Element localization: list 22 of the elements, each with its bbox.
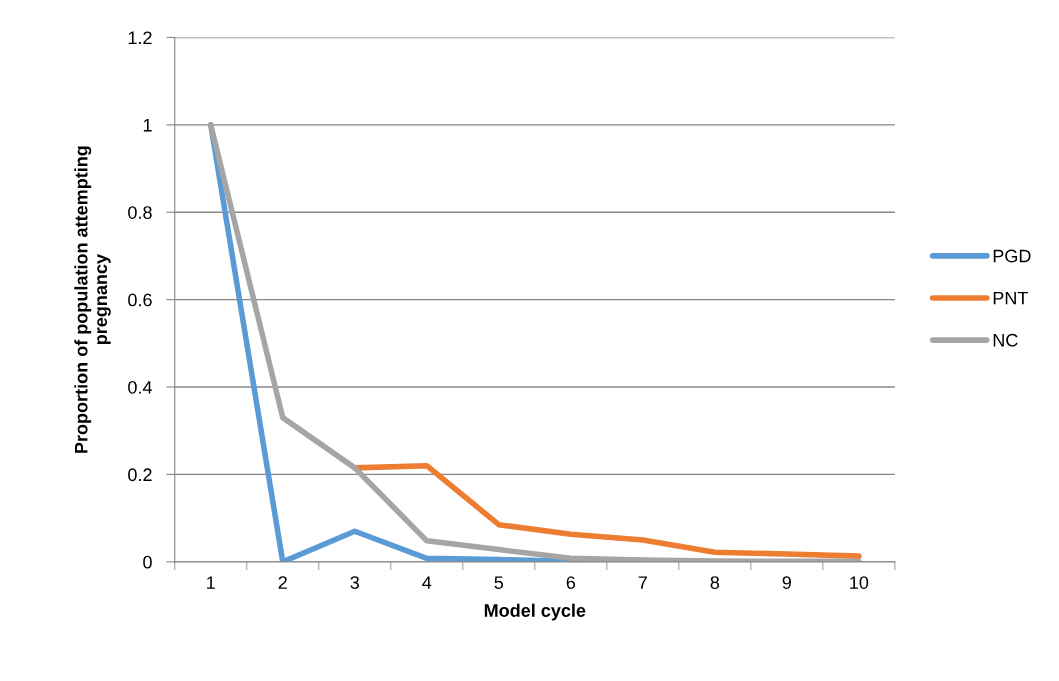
y-tick-label: 0.2 [128, 468, 152, 482]
x-tick-label: 1 [207, 576, 215, 589]
x-tick-label: 3 [350, 576, 359, 589]
y-axis-title: Proportion of population attempting pregnancy [74, 146, 111, 453]
x-tick-label: 9 [782, 576, 791, 589]
x-tick-label: 10 [850, 576, 869, 589]
x-tick-label: 2 [278, 576, 287, 589]
y-tick-label: 0 [143, 555, 152, 569]
y-tick-label: 0.4 [128, 380, 152, 394]
legend-label: PGD [993, 249, 1031, 263]
x-axis-title: Model cycle [484, 603, 586, 621]
y-tick-label: 0.8 [128, 206, 152, 219]
x-tick-label: 7 [638, 576, 647, 589]
legend-label: NC [993, 333, 1018, 347]
x-tick-label: 5 [494, 576, 504, 589]
x-tick-label: 6 [566, 576, 576, 589]
x-tick-label: 8 [710, 576, 720, 589]
y-tick-label: 1 [143, 118, 152, 132]
y-tick-label: 1.2 [128, 31, 152, 44]
legend-label: PNT [993, 291, 1028, 305]
x-tick-label: 4 [422, 576, 432, 589]
y-tick-label: 0.6 [128, 293, 152, 307]
